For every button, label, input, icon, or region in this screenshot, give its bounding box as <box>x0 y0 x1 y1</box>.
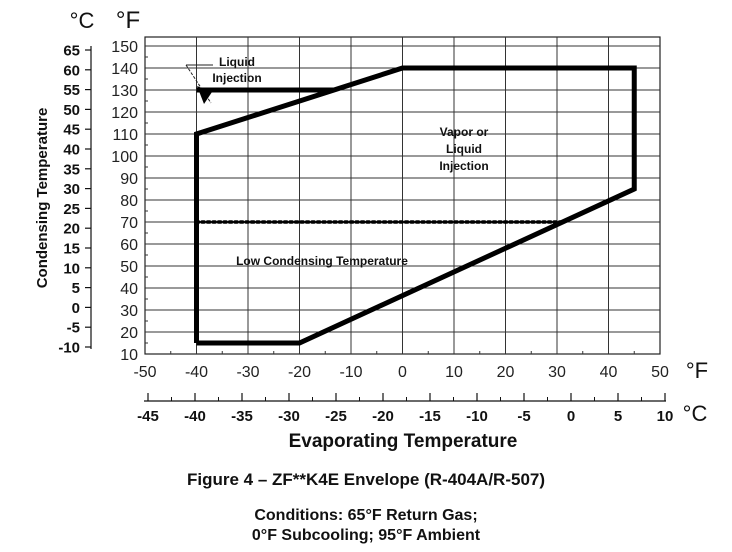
y-unit-celsius: °C <box>70 8 95 33</box>
x-tick-label-f: 40 <box>600 364 618 381</box>
vapor-label-3: Injection <box>439 159 488 173</box>
y-tick-label-f: 90 <box>120 171 138 188</box>
x-unit-fahrenheit: °F <box>686 358 708 383</box>
x-unit-celsius: °C <box>683 401 708 426</box>
y-unit-fahrenheit: °F <box>116 7 140 34</box>
y-tick-label-f: 40 <box>120 281 138 298</box>
liquid-injection-arrow <box>185 64 213 104</box>
x-tick-label-f: 0 <box>398 364 407 381</box>
liquid-injection-label-1: Liquid <box>219 55 255 69</box>
x-tick-label-c: -35 <box>231 408 253 425</box>
envelope-outline <box>194 65 637 346</box>
y-tick-label-f: 150 <box>111 39 138 56</box>
y-tick-label-c: 50 <box>63 102 80 119</box>
liquid-injection-label-2: Injection <box>212 71 261 85</box>
x-tick-label-f: 10 <box>445 364 463 381</box>
y-tick-label-f: 100 <box>111 149 138 166</box>
conditions-line-1: Conditions: 65°F Return Gas; <box>254 507 478 524</box>
x-axis-celsius: -45 -40 -35 -30 -25 -20 -15 -10 -5 0 5 10 <box>137 393 673 425</box>
low-condensing-label: Low Condensing Temperature <box>236 254 408 268</box>
x-tick-label-c: -30 <box>278 408 300 425</box>
x-axis-fahrenheit: -50 -40 -30 -20 -10 0 10 20 30 40 50 <box>133 364 669 381</box>
y-tick-label-c: 30 <box>63 181 80 198</box>
envelope-lines <box>194 65 637 346</box>
x-tick-label-f: -40 <box>185 364 208 381</box>
y-tick-label-f: 130 <box>111 83 138 100</box>
y-tick-label-c: 25 <box>63 201 80 218</box>
y-tick-label-c: 45 <box>63 122 80 139</box>
y-tick-label-c: 55 <box>63 82 80 99</box>
y-axis-fahrenheit: 150 140 130 120 110 100 90 80 70 60 50 40 30 20 10 <box>111 39 138 364</box>
y-axis-label: Condensing Temperature <box>34 108 51 289</box>
y-tick-label-c: 65 <box>63 43 80 60</box>
x-tick-label-f: -10 <box>339 364 362 381</box>
y-tick-label-f: 50 <box>120 259 138 276</box>
y-tick-label-f: 110 <box>112 127 138 144</box>
y-tick-label-f: 70 <box>120 215 138 232</box>
x-tick-label-c: -10 <box>466 408 488 425</box>
figure-title: Figure 4 – ZF**K4E Envelope (R-404A/R-50… <box>186 470 546 489</box>
x-tick-label-c: -40 <box>184 408 206 425</box>
y-tick-label-f: 80 <box>120 193 138 210</box>
conditions-line-2: 0°F Subcooling; 95°F Ambient <box>251 527 481 544</box>
y-tick-label-c: 35 <box>63 161 80 178</box>
x-tick-label-f: 20 <box>497 364 515 381</box>
y-tick-label-c: 20 <box>63 221 80 238</box>
x-tick-label-f: 30 <box>548 364 566 381</box>
x-tick-label-c: 10 <box>657 408 674 425</box>
x-tick-label-c: -20 <box>372 408 394 425</box>
x-axis-label: Evaporating Temperature <box>289 431 518 452</box>
y-tick-label-c: 15 <box>63 241 80 258</box>
x-tick-label-f: 50 <box>651 364 669 381</box>
vapor-label-2: Liquid <box>446 142 482 156</box>
y-tick-label-f: 30 <box>120 303 138 320</box>
y-tick-label-c: 0 <box>72 300 80 317</box>
x-tick-label-c: 0 <box>567 408 575 425</box>
y-tick-label-c: 10 <box>63 260 80 277</box>
y-tick-label-f: 120 <box>111 105 138 122</box>
y-tick-label-c: -10 <box>58 340 80 357</box>
x-tick-label-c: -25 <box>325 408 347 425</box>
x-tick-label-c: -45 <box>137 408 159 425</box>
x-tick-label-f: -30 <box>236 364 259 381</box>
x-tick-label-f: -50 <box>133 364 156 381</box>
y-tick-label-f: 140 <box>111 61 138 78</box>
y-tick-label-c: 40 <box>63 142 80 159</box>
y-tick-label-c: 5 <box>72 280 80 297</box>
y-tick-label-f: 10 <box>120 347 138 364</box>
y-tick-label-c: 60 <box>63 62 80 79</box>
x-tick-label-f: -20 <box>288 364 311 381</box>
y-tick-label-c: -5 <box>67 320 80 337</box>
envelope-chart: °C °F Condensing Temperature 65605550454… <box>34 7 708 452</box>
vapor-label-1: Vapor or <box>440 125 489 139</box>
x-tick-label-c: -15 <box>419 408 441 425</box>
x-tick-label-c: 5 <box>614 408 622 425</box>
y-tick-label-f: 20 <box>120 325 138 342</box>
y-tick-label-f: 60 <box>120 237 138 254</box>
arrowhead-icon <box>197 86 212 104</box>
x-tick-label-c: -5 <box>517 408 530 425</box>
